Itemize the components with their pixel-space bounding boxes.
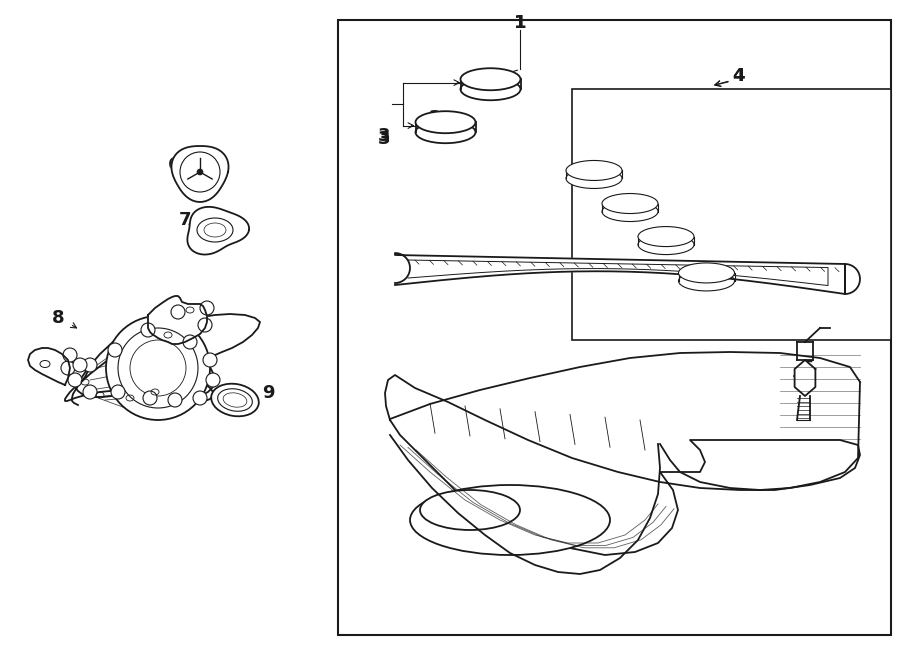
Text: 1: 1 — [514, 14, 526, 32]
Ellipse shape — [638, 227, 694, 247]
Circle shape — [183, 335, 197, 349]
Text: 4: 4 — [732, 67, 744, 85]
Circle shape — [61, 361, 75, 375]
Text: 6: 6 — [167, 156, 180, 174]
Ellipse shape — [197, 218, 233, 242]
Text: 2: 2 — [428, 109, 441, 127]
Polygon shape — [72, 314, 260, 405]
Circle shape — [171, 305, 185, 319]
Ellipse shape — [461, 78, 520, 100]
Text: 3: 3 — [378, 126, 391, 145]
Circle shape — [63, 348, 77, 362]
Circle shape — [106, 316, 210, 420]
Ellipse shape — [602, 194, 658, 214]
Polygon shape — [148, 296, 207, 344]
Circle shape — [180, 152, 220, 192]
Polygon shape — [385, 375, 860, 555]
Polygon shape — [171, 146, 229, 202]
Text: 5: 5 — [802, 359, 814, 377]
Bar — [572, 89, 891, 340]
Circle shape — [203, 353, 217, 367]
Ellipse shape — [416, 121, 475, 143]
Polygon shape — [65, 304, 213, 402]
Text: 8: 8 — [51, 309, 64, 327]
Ellipse shape — [461, 68, 520, 91]
Text: 7: 7 — [179, 211, 191, 229]
Circle shape — [83, 385, 97, 399]
Ellipse shape — [602, 202, 658, 221]
Ellipse shape — [679, 271, 734, 291]
Ellipse shape — [416, 111, 475, 134]
Circle shape — [206, 373, 220, 387]
Polygon shape — [28, 348, 70, 385]
Ellipse shape — [566, 169, 622, 188]
Ellipse shape — [410, 485, 610, 555]
Circle shape — [118, 328, 198, 408]
Ellipse shape — [638, 235, 694, 254]
Text: 3: 3 — [378, 130, 391, 148]
Text: 4: 4 — [732, 67, 744, 85]
Circle shape — [200, 301, 214, 315]
Polygon shape — [395, 253, 860, 294]
Polygon shape — [795, 360, 815, 396]
Circle shape — [198, 318, 212, 332]
Text: 1: 1 — [514, 14, 526, 32]
Circle shape — [193, 391, 207, 405]
Ellipse shape — [566, 161, 622, 180]
Circle shape — [108, 343, 122, 357]
Text: 9: 9 — [262, 384, 274, 402]
Circle shape — [111, 385, 125, 399]
Circle shape — [68, 373, 82, 387]
Circle shape — [197, 169, 203, 175]
Ellipse shape — [420, 490, 520, 530]
Circle shape — [168, 393, 182, 407]
Circle shape — [83, 358, 97, 372]
Ellipse shape — [679, 263, 734, 283]
Ellipse shape — [218, 389, 252, 411]
Ellipse shape — [212, 383, 259, 416]
Circle shape — [73, 358, 87, 372]
Circle shape — [143, 391, 157, 405]
Bar — [338, 20, 891, 635]
Polygon shape — [187, 207, 249, 254]
Circle shape — [141, 323, 155, 337]
